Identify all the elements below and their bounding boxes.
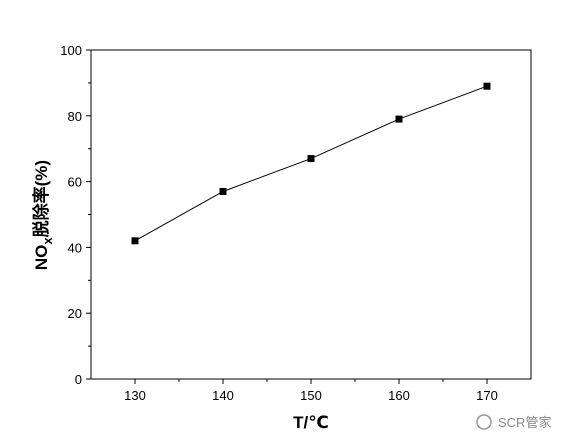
y-tick-label: 80 — [68, 109, 82, 124]
y-axis-title: NOx脱除率(%) — [31, 160, 55, 270]
watermark-icon — [476, 414, 492, 430]
data-point — [483, 82, 491, 90]
x-tick-label: 150 — [300, 388, 322, 403]
data-point — [131, 237, 139, 245]
y-tick-label: 40 — [68, 240, 82, 255]
y-axis-title-part: NO — [32, 245, 51, 271]
data-line — [134, 85, 488, 242]
y-tick-label: 100 — [60, 43, 82, 58]
data-point — [395, 115, 403, 123]
x-axis-title: T/℃ — [293, 413, 329, 432]
y-tick-label: 60 — [68, 175, 82, 190]
x-tick-label: 170 — [476, 388, 498, 403]
watermark-text: SCR管家 — [498, 415, 551, 430]
x-tick-label: 160 — [388, 388, 410, 403]
y-axis-title-part: 脱除率(%) — [31, 160, 51, 237]
data-point — [219, 187, 227, 195]
x-tick-label: 140 — [212, 388, 234, 403]
plot-frame — [90, 49, 532, 380]
x-tick-label: 130 — [124, 388, 146, 403]
data-point — [307, 155, 315, 163]
y-tick-label: 20 — [68, 306, 82, 321]
y-axis-title-subscript: x — [40, 237, 55, 245]
y-tick-label: 0 — [75, 372, 82, 387]
watermark: SCR管家 — [476, 414, 551, 430]
